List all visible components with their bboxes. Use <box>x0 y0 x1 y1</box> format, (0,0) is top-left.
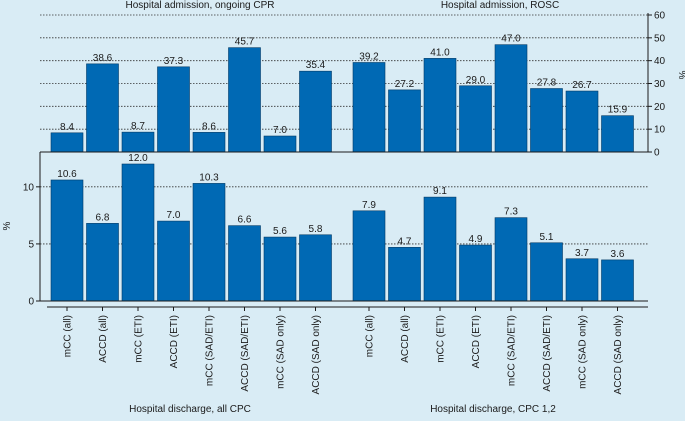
data-label-0-7: 35.4 <box>306 60 326 71</box>
data-label-3-6: 3.7 <box>575 248 589 259</box>
bar-top-left-2 <box>121 131 155 153</box>
x-tick-label-left-6: mCC (SAD only) <box>276 315 287 389</box>
data-label-2-7: 5.8 <box>309 224 323 235</box>
bar-bottom-left-1 <box>86 223 119 302</box>
y-axis-unit-left: % <box>2 221 13 230</box>
bar-top-right-0 <box>352 62 386 153</box>
bar-top-right-7 <box>601 115 634 153</box>
panel-title-top-right: Hospital admission, ROSC <box>441 0 559 11</box>
x-tick-label-left-7: ACCD (SAD only) <box>311 315 322 394</box>
y-tick-label-right-50: 50 <box>654 33 666 44</box>
data-label-0-2: 8.7 <box>131 121 145 132</box>
y-tick-label-right-20: 20 <box>654 102 666 113</box>
bar-top-right-4 <box>494 44 528 153</box>
data-label-3-7: 3.6 <box>611 249 625 260</box>
data-label-3-1: 4.7 <box>398 236 412 247</box>
x-tick-label-right-0: mCC (all) <box>365 315 376 357</box>
data-label-3-4: 7.3 <box>504 207 518 218</box>
bar-bottom-right-7 <box>601 259 634 302</box>
x-tick-label-left-3: ACCD (ETI) <box>169 315 180 368</box>
bar-bottom-left-6 <box>263 236 297 302</box>
data-label-1-1: 27.2 <box>395 79 415 90</box>
y-tick-label-right-30: 30 <box>654 79 666 90</box>
y-tick-label-right-40: 40 <box>654 56 666 67</box>
x-tick-label-right-5: ACCD (SAD/ETI) <box>542 315 553 392</box>
x-tick-label-right-4: mCC (SAD/ETI) <box>507 315 518 386</box>
bar-top-left-5 <box>228 47 261 153</box>
y-tick-label-right-0: 0 <box>654 148 660 159</box>
data-label-0-3: 37.3 <box>164 56 184 67</box>
y-tick-label-right-60: 60 <box>654 11 666 22</box>
x-tick-label-right-3: ACCD (ETI) <box>471 315 482 368</box>
bar-top-right-6 <box>565 90 599 153</box>
y-axis-unit-right: % <box>676 71 685 80</box>
bar-top-right-1 <box>388 89 421 153</box>
panel-title-bottom-right: Hospital discharge, CPC 1,2 <box>430 404 556 415</box>
panel-title-bottom-left: Hospital discharge, all CPC <box>129 404 251 415</box>
data-label-1-2: 41.0 <box>430 47 450 58</box>
x-tick-label-left-2: mCC (ETI) <box>134 315 145 363</box>
data-label-2-4: 10.3 <box>199 172 219 183</box>
bar-top-left-4 <box>192 132 226 153</box>
data-label-2-6: 5.6 <box>273 226 287 237</box>
data-label-3-3: 4.9 <box>469 234 483 245</box>
y-tick-label-left-10: 10 <box>23 182 35 193</box>
data-label-1-6: 26.7 <box>572 80 592 91</box>
data-label-1-3: 29.0 <box>466 75 486 86</box>
bar-bottom-right-3 <box>459 244 492 302</box>
data-label-2-3: 7.0 <box>167 210 181 221</box>
bar-bottom-right-0 <box>352 210 386 302</box>
data-label-1-5: 27.8 <box>537 78 557 89</box>
data-label-3-5: 5.1 <box>540 232 554 243</box>
x-tick-label-left-5: ACCD (SAD/ETI) <box>240 315 251 392</box>
x-tick-label-right-2: mCC (ETI) <box>436 315 447 363</box>
data-label-1-0: 39.2 <box>359 51 379 62</box>
bar-bottom-left-7 <box>299 234 332 302</box>
bar-top-left-1 <box>86 63 119 153</box>
bar-bottom-right-5 <box>530 242 563 302</box>
data-label-3-2: 9.1 <box>433 186 447 197</box>
bar-top-right-2 <box>423 58 457 153</box>
bar-top-right-5 <box>530 88 563 153</box>
bar-bottom-right-6 <box>565 258 599 302</box>
data-label-0-0: 8.4 <box>60 122 74 133</box>
y-tick-label-left-5: 5 <box>28 239 34 250</box>
bar-top-right-3 <box>459 85 492 153</box>
x-tick-label-left-0: mCC (all) <box>63 315 74 357</box>
bar-bottom-left-2 <box>121 163 155 302</box>
bar-bottom-left-0 <box>50 179 84 302</box>
x-tick-label-right-1: ACCD (all) <box>400 315 411 363</box>
data-label-2-2: 12.0 <box>128 153 148 164</box>
bar-top-left-0 <box>50 132 84 153</box>
data-label-0-1: 38.6 <box>93 53 113 64</box>
data-label-1-7: 15.9 <box>608 105 628 116</box>
bar-bottom-left-4 <box>192 183 226 302</box>
data-label-0-4: 8.6 <box>202 121 216 132</box>
x-tick-label-left-1: ACCD (all) <box>98 315 109 363</box>
bar-top-left-6 <box>263 135 297 153</box>
bar-bottom-right-4 <box>494 217 528 302</box>
x-tick-label-left-4: mCC (SAD/ETI) <box>205 315 216 386</box>
x-tick-label-right-7: ACCD (SAD only) <box>613 315 624 394</box>
data-label-0-6: 7.0 <box>273 125 287 136</box>
x-tick-label-right-6: mCC (SAD only) <box>578 315 589 389</box>
data-label-1-4: 47.0 <box>501 34 521 45</box>
bar-top-left-7 <box>299 70 332 153</box>
y-tick-label-left-0: 0 <box>28 297 34 308</box>
data-label-2-5: 6.6 <box>238 215 252 226</box>
bar-bottom-left-5 <box>228 225 261 302</box>
data-label-3-0: 7.9 <box>362 200 376 211</box>
data-label-2-1: 6.8 <box>96 212 110 223</box>
data-label-2-0: 10.6 <box>57 169 77 180</box>
bar-bottom-right-1 <box>388 247 421 302</box>
bar-top-left-3 <box>157 66 190 153</box>
panel-title-top-left: Hospital admission, ongoing CPR <box>126 0 275 11</box>
bar-bottom-left-3 <box>157 220 190 302</box>
bar-bottom-right-2 <box>423 196 457 302</box>
y-tick-label-right-10: 10 <box>654 125 666 136</box>
data-label-0-5: 45.7 <box>235 37 255 48</box>
